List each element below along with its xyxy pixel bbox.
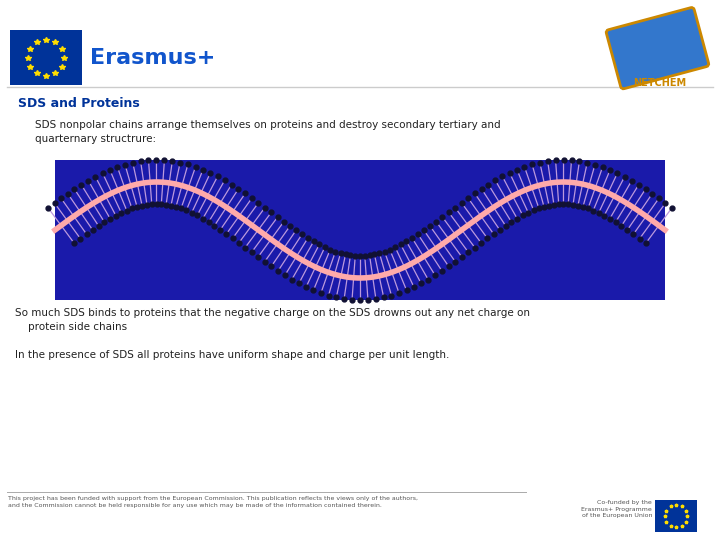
FancyBboxPatch shape [606,8,708,89]
Text: SDS nonpolar chains arrange themselves on proteins and destroy secondary tertiar: SDS nonpolar chains arrange themselves o… [35,120,500,144]
Text: NETCHEM: NETCHEM [634,78,687,88]
Text: In the presence of SDS all proteins have uniform shape and charge per unit lengt: In the presence of SDS all proteins have… [15,350,449,360]
Text: Co-funded by the
Erasmus+ Programme
of the European Union: Co-funded by the Erasmus+ Programme of t… [581,500,652,518]
Text: SDS and Proteins: SDS and Proteins [18,97,140,110]
Text: Erasmus+: Erasmus+ [90,48,215,68]
Text: This project has been funded with support from the European Commission. This pub: This project has been funded with suppor… [8,496,418,508]
Bar [55,160,665,300]
Text: So much SDS binds to proteins that the negative charge on the SDS drowns out any: So much SDS binds to proteins that the n… [15,308,530,332]
Bar [655,500,697,532]
Bar [10,30,82,85]
